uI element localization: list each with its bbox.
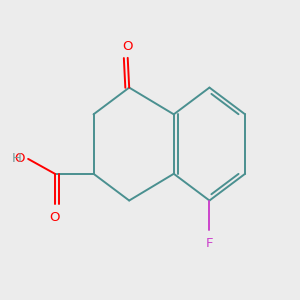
- Text: O: O: [122, 40, 133, 52]
- Text: O: O: [50, 211, 60, 224]
- Text: O: O: [14, 152, 25, 165]
- Text: F: F: [206, 237, 213, 250]
- Text: H: H: [12, 152, 22, 165]
